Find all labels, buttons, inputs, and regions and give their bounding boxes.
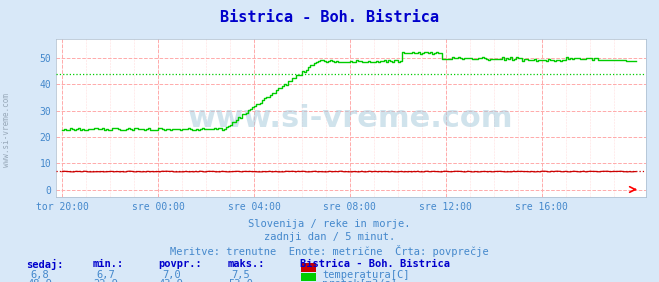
Text: Bistrica - Boh. Bistrica: Bistrica - Boh. Bistrica — [220, 10, 439, 25]
Text: Slovenija / reke in morje.: Slovenija / reke in morje. — [248, 219, 411, 228]
Text: 22,9: 22,9 — [93, 279, 118, 282]
Text: 53,0: 53,0 — [228, 279, 253, 282]
Text: min.:: min.: — [92, 259, 123, 269]
Text: 7,5: 7,5 — [231, 270, 250, 280]
Text: povpr.:: povpr.: — [158, 259, 202, 269]
Text: Meritve: trenutne  Enote: metrične  Črta: povprečje: Meritve: trenutne Enote: metrične Črta: … — [170, 245, 489, 257]
Text: pretok[m3/s]: pretok[m3/s] — [322, 279, 397, 282]
Text: Bistrica - Boh. Bistrica: Bistrica - Boh. Bistrica — [300, 259, 450, 269]
Text: maks.:: maks.: — [227, 259, 265, 269]
Text: 48,9: 48,9 — [27, 279, 52, 282]
Text: 6,8: 6,8 — [30, 270, 49, 280]
Text: www.si-vreme.com: www.si-vreme.com — [188, 104, 513, 133]
Text: 6,7: 6,7 — [96, 270, 115, 280]
Text: www.si-vreme.com: www.si-vreme.com — [2, 93, 11, 167]
Text: 43,9: 43,9 — [159, 279, 184, 282]
Text: temperatura[C]: temperatura[C] — [322, 270, 410, 280]
Text: 7,0: 7,0 — [162, 270, 181, 280]
Text: zadnji dan / 5 minut.: zadnji dan / 5 minut. — [264, 232, 395, 242]
Text: sedaj:: sedaj: — [26, 259, 64, 270]
